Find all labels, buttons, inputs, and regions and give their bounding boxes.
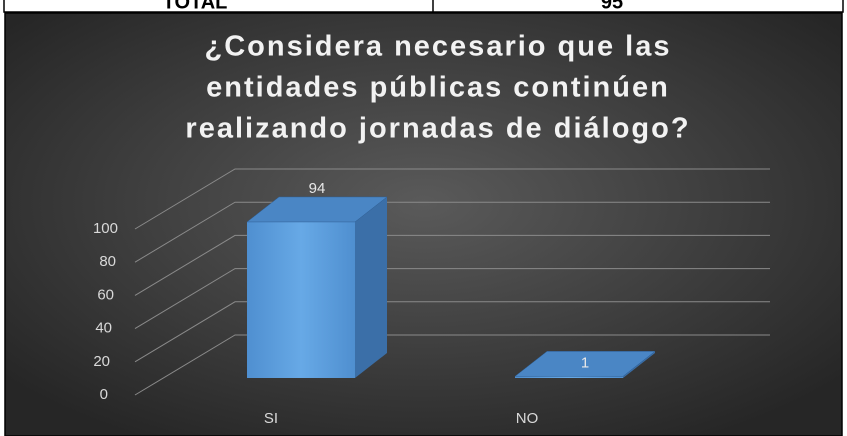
y-tick-label: 100 [93,220,118,237]
x-tick-label: NO [516,410,539,427]
grid-line [134,301,770,363]
title-line: ¿Considera necesario que las [205,31,672,63]
y-tick-label: 40 [95,320,112,337]
bar-top [514,351,656,377]
y-tick-label: 80 [99,253,116,270]
grid-line [134,234,770,296]
x-tick-label: SI [264,410,278,427]
bar-side [623,351,655,378]
bar [247,221,355,378]
grid-line [134,201,770,263]
grid-line [134,268,770,330]
y-tick-label: 20 [93,353,110,370]
y-tick-label: 60 [97,286,114,303]
table-cell: 95 [601,0,623,13]
chart-area [4,12,843,436]
chart-title: ¿Considera necesario que las entidades p… [185,31,690,145]
bar-top [246,196,388,223]
title-line: entidades públicas continúen [206,72,670,104]
data-label: 94 [309,180,326,197]
table-row [3,0,844,13]
grid-line [134,168,770,230]
plot: 0 20 40 60 80 100 94 SI 1 NO [93,168,770,427]
bar-side [355,196,387,378]
table-cell: TOTAL [163,0,228,13]
grid-line [134,334,770,396]
data-label: 1 [581,354,589,371]
title-line: realizando jornadas de diálogo? [185,113,690,145]
bar [515,376,623,378]
y-tick-label: 0 [100,386,108,403]
